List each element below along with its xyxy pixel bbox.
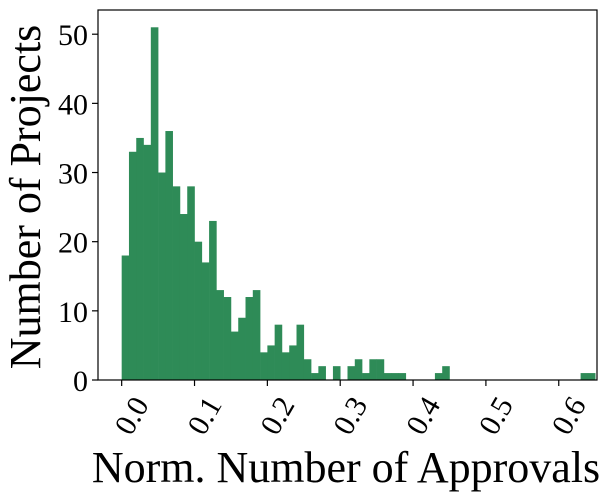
histogram-bar <box>136 137 144 380</box>
histogram-bar <box>303 359 312 380</box>
plot-frame <box>97 9 598 381</box>
x-tick-label: 0.6 <box>545 391 592 440</box>
y-tick-label: 20 <box>58 227 88 260</box>
histogram-bar <box>158 172 166 380</box>
histogram-bar <box>383 373 392 380</box>
histogram-bar <box>187 186 195 380</box>
histogram-bar <box>332 366 341 380</box>
y-axis-ticks: 0 10 20 30 40 50 <box>58 19 98 398</box>
histogram-bar <box>238 317 246 380</box>
histogram-bar <box>209 220 217 380</box>
histogram-bar <box>150 27 159 380</box>
histogram-bar <box>128 151 137 380</box>
histogram-bar <box>354 359 363 380</box>
histogram-bar <box>260 352 268 380</box>
histogram-bar <box>274 324 283 380</box>
histogram-bar <box>252 290 261 380</box>
x-axis-ticks: 0.0 0.1 0.2 0.3 0.4 0.5 0.6 <box>108 380 593 440</box>
histogram-bar <box>369 359 377 380</box>
histogram-bar <box>376 359 385 380</box>
histogram-bar <box>201 262 210 380</box>
histogram-bar <box>121 255 130 380</box>
x-tick-label: 0.1 <box>181 391 228 440</box>
histogram-bar <box>442 366 450 380</box>
histogram-bar <box>587 373 596 380</box>
y-axis-title: Number of Projects <box>1 25 50 370</box>
histogram-bar <box>230 331 239 380</box>
x-tick-label: 0.0 <box>108 391 155 440</box>
y-tick-label: 50 <box>58 19 88 52</box>
x-axis-title: Norm. Number of Approvals <box>92 443 600 492</box>
histogram-bar <box>143 144 152 380</box>
histogram-bar <box>165 131 173 380</box>
histogram-bar <box>194 241 203 380</box>
histogram-bar <box>172 186 181 380</box>
y-tick-label: 10 <box>58 296 88 329</box>
histogram-bar <box>216 290 224 380</box>
histogram-bar <box>391 373 399 380</box>
histogram-bar <box>347 366 356 380</box>
histogram-bars <box>121 27 596 380</box>
x-tick-label: 0.4 <box>400 391 447 440</box>
histogram-bar <box>245 297 254 380</box>
histogram-bar <box>296 324 305 380</box>
histogram-bar <box>311 373 319 380</box>
histogram-bar <box>281 352 290 380</box>
histogram-bar <box>398 373 407 380</box>
y-tick-label: 30 <box>58 158 88 191</box>
x-tick-label: 0.5 <box>473 391 520 440</box>
y-tick-label: 0 <box>73 365 88 398</box>
histogram-bar <box>580 373 589 380</box>
histogram-bar <box>318 366 326 380</box>
histogram-bar <box>362 373 370 380</box>
histogram-bar <box>289 345 297 380</box>
histogram-bar <box>179 214 188 380</box>
histogram-bar <box>223 297 232 380</box>
x-tick-label: 0.3 <box>327 391 374 440</box>
y-tick-label: 40 <box>58 88 88 121</box>
histogram-bar <box>434 373 443 380</box>
histogram-bar <box>267 345 275 380</box>
x-tick-label: 0.2 <box>254 391 301 440</box>
